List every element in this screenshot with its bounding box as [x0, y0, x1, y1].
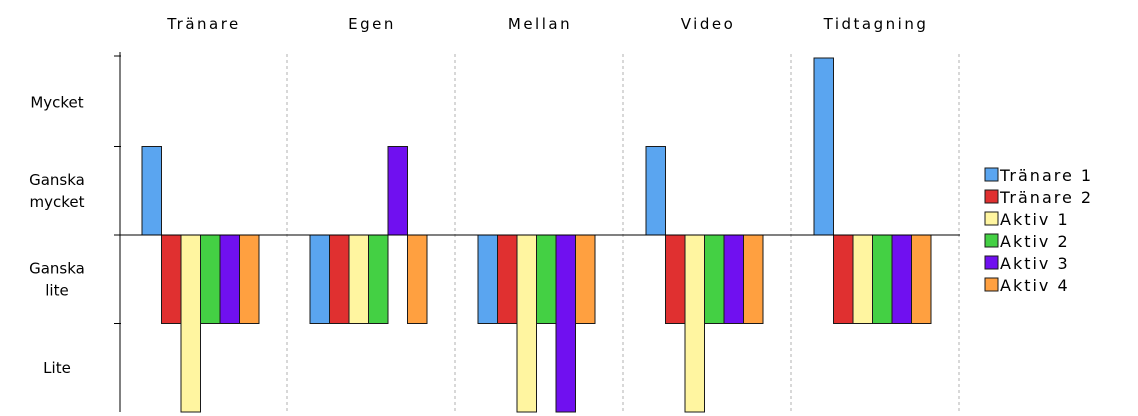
bar-tranare-aktiv-4: [239, 234, 260, 324]
y-level-label-lite: Lite: [43, 359, 71, 377]
bar-tidtagning-aktiv-4: [911, 234, 932, 324]
category-label-tidtagning: Tidtagning: [823, 15, 929, 33]
category-label-mellan: Mellan: [508, 15, 572, 33]
y-tick-labels: Lite Ganska lite Ganska mycket Mycket: [29, 93, 85, 377]
bar-video-aktiv-3: [723, 234, 744, 324]
legend-swatch-tranare-1: [984, 167, 999, 182]
bar-video-aktiv-1: [684, 234, 705, 413]
axes: [114, 52, 960, 412]
bar-egen-aktiv-4: [407, 234, 428, 324]
bar-egen-aktiv-3: [387, 146, 408, 236]
category-label-tranare: Tränare: [166, 15, 241, 33]
legend-swatch-aktiv-3: [984, 255, 999, 270]
legend-label-aktiv-2: Aktiv 2: [1000, 232, 1070, 251]
legend-item-tranare-1: Tränare 1: [984, 166, 1093, 185]
legend-label-aktiv-3: Aktiv 3: [1000, 254, 1070, 273]
bar-tranare-tranare-2: [161, 234, 182, 324]
bar-egen-tranare-2: [329, 234, 350, 324]
bar-video-tranare-1: [645, 146, 666, 236]
bar-tidtagning-tranare-1: [813, 57, 834, 236]
bar-video-aktiv-2: [704, 234, 725, 324]
category-labels: Tränare Egen Mellan Video Tidtagning: [166, 15, 929, 33]
bar-mellan-aktiv-4: [575, 234, 596, 324]
legend-swatch-tranare-2: [984, 189, 999, 204]
bar-mellan-aktiv-2: [536, 234, 557, 324]
legend-swatch-aktiv-1: [984, 211, 999, 226]
y-level-label-ganska-mycket: Ganska mycket: [29, 171, 85, 211]
bar-egen-tranare-1: [309, 234, 330, 324]
bar-tidtagning-aktiv-2: [872, 234, 893, 324]
category-label-egen: Egen: [348, 15, 396, 33]
legend-label-aktiv-1: Aktiv 1: [1000, 210, 1070, 229]
bar-mellan-tranare-2: [497, 234, 518, 324]
bar-mellan-aktiv-3: [555, 234, 576, 413]
bar-tranare-tranare-1: [141, 146, 162, 236]
bar-tidtagning-aktiv-3: [891, 234, 912, 324]
y-level-label-ganska-lite: Ganska lite: [29, 259, 85, 299]
bar-egen-aktiv-1: [348, 234, 369, 324]
legend-item-tranare-2: Tränare 2: [984, 188, 1093, 207]
legend-item-aktiv-2: Aktiv 2: [984, 232, 1070, 251]
legend-item-aktiv-3: Aktiv 3: [984, 254, 1070, 273]
legend-label-aktiv-4: Aktiv 4: [1000, 276, 1070, 295]
category-label-video: Video: [681, 15, 736, 33]
legend-label-tranare-1: Tränare 1: [999, 166, 1093, 185]
legend-item-aktiv-4: Aktiv 4: [984, 276, 1070, 295]
bars: [141, 57, 932, 413]
legend-swatch-aktiv-2: [984, 233, 999, 248]
bar-tranare-aktiv-2: [200, 234, 221, 324]
bar-tidtagning-aktiv-1: [852, 234, 873, 324]
bar-video-tranare-2: [665, 234, 686, 324]
bar-egen-aktiv-2: [368, 234, 389, 324]
bar-mellan-tranare-1: [477, 234, 498, 324]
bar-tranare-aktiv-3: [219, 234, 240, 324]
y-level-label-mycket: Mycket: [30, 93, 83, 111]
legend-swatch-aktiv-4: [984, 277, 999, 292]
legend: Tränare 1 Tränare 2 Aktiv 1 Aktiv 2 Aktiv 3 A…: [984, 166, 1093, 295]
bar-video-aktiv-4: [743, 234, 764, 324]
legend-label-tranare-2: Tränare 2: [999, 188, 1093, 207]
bar-mellan-aktiv-1: [516, 234, 537, 413]
bar-tranare-aktiv-1: [180, 234, 201, 413]
legend-item-aktiv-1: Aktiv 1: [984, 210, 1070, 229]
bar-tidtagning-tranare-2: [833, 234, 854, 324]
